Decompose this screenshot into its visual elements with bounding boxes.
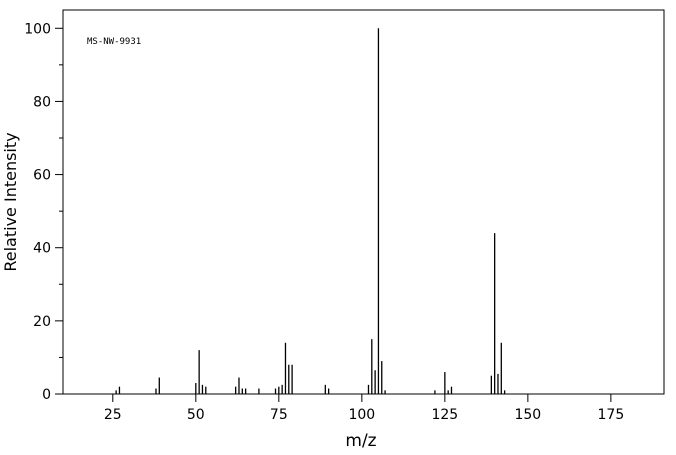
y-axis-label: Relative Intensity xyxy=(1,132,20,271)
y-tick-label: 80 xyxy=(33,94,51,110)
x-tick-label: 150 xyxy=(514,407,541,423)
x-tick-label: 100 xyxy=(348,407,375,423)
x-tick-label: 75 xyxy=(270,407,288,423)
y-tick-label: 40 xyxy=(33,241,51,257)
plot-frame xyxy=(62,9,665,395)
y-tick-label: 20 xyxy=(33,314,51,330)
x-tick-label: 50 xyxy=(187,407,205,423)
x-tick-label: 25 xyxy=(104,407,122,423)
y-tick-label: 0 xyxy=(42,387,51,403)
y-tick-label: 60 xyxy=(33,168,51,184)
x-tick-label: 175 xyxy=(598,407,625,423)
x-axis-label: m/z xyxy=(345,431,376,451)
x-tick-label: 125 xyxy=(431,407,458,423)
annotation: MS-NW-9931 xyxy=(87,37,141,47)
y-tick-label: 100 xyxy=(24,21,51,37)
